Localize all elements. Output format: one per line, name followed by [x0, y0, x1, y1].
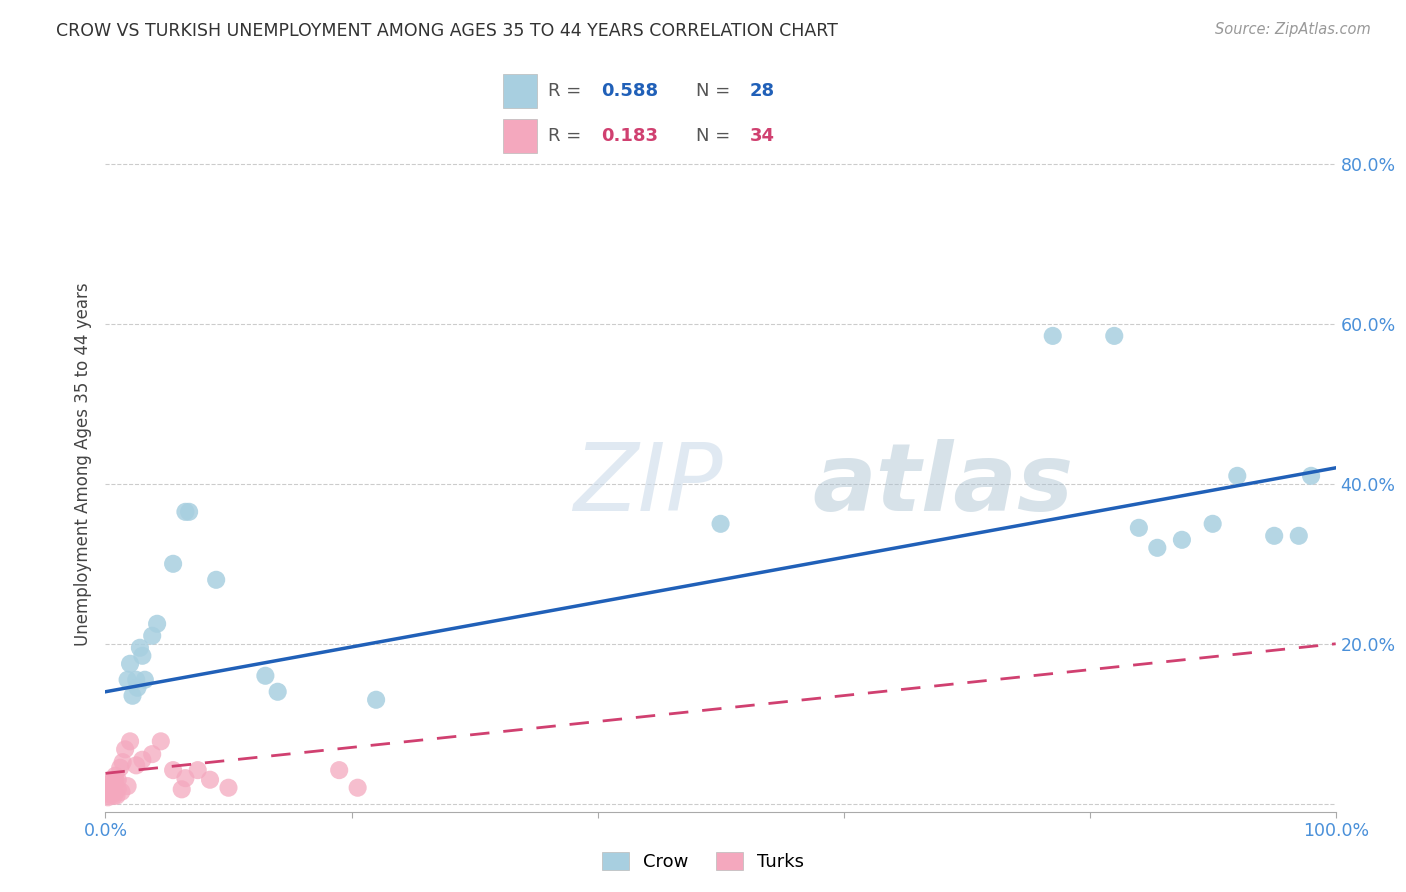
Point	[170, 782, 193, 797]
Point	[98, 785, 122, 799]
Point	[110, 785, 132, 799]
Point	[141, 747, 163, 761]
Point	[125, 758, 148, 772]
Point	[1128, 521, 1150, 535]
Point	[366, 692, 388, 706]
Text: N =: N =	[696, 128, 731, 145]
Point	[174, 771, 197, 785]
Text: Source: ZipAtlas.com: Source: ZipAtlas.com	[1215, 22, 1371, 37]
Point	[110, 761, 132, 775]
Point	[125, 673, 148, 687]
Point	[100, 782, 122, 797]
Point	[101, 772, 124, 787]
Point	[1042, 329, 1064, 343]
Point	[104, 769, 127, 783]
Point	[131, 753, 153, 767]
Point	[105, 789, 128, 803]
Point	[97, 790, 120, 805]
Text: R =: R =	[547, 128, 581, 145]
Point	[107, 782, 129, 797]
Point	[134, 673, 156, 687]
Point	[328, 763, 350, 777]
Point	[129, 640, 152, 655]
Text: atlas: atlas	[813, 439, 1074, 531]
Point	[127, 681, 149, 695]
Bar	[503, 120, 537, 153]
Point	[1301, 468, 1323, 483]
Point	[104, 774, 127, 789]
Point	[146, 616, 169, 631]
Point	[162, 763, 184, 777]
Point	[187, 763, 209, 777]
Point	[131, 648, 153, 663]
Point	[1226, 468, 1249, 483]
Point	[1263, 529, 1285, 543]
Point	[267, 685, 290, 699]
Point	[149, 734, 172, 748]
Point	[174, 505, 197, 519]
Text: 0.183: 0.183	[602, 128, 658, 145]
Point	[1171, 533, 1194, 547]
Point	[117, 673, 139, 687]
Point	[121, 689, 143, 703]
Text: 34: 34	[751, 128, 775, 145]
Point	[111, 755, 134, 769]
Point	[198, 772, 221, 787]
Point	[100, 775, 122, 789]
Y-axis label: Unemployment Among Ages 35 to 44 years: Unemployment Among Ages 35 to 44 years	[73, 282, 91, 646]
Point	[1288, 529, 1310, 543]
Point	[120, 657, 141, 671]
Text: ZIP: ZIP	[574, 439, 723, 530]
Text: N =: N =	[696, 82, 731, 100]
Point	[346, 780, 368, 795]
Point	[117, 779, 139, 793]
Point	[162, 557, 184, 571]
Text: CROW VS TURKISH UNEMPLOYMENT AMONG AGES 35 TO 44 YEARS CORRELATION CHART: CROW VS TURKISH UNEMPLOYMENT AMONG AGES …	[56, 22, 838, 40]
Point	[114, 742, 136, 756]
Text: 0.588: 0.588	[602, 82, 658, 100]
Point	[107, 772, 129, 787]
Point	[218, 780, 240, 795]
Point	[179, 505, 201, 519]
Point	[205, 573, 228, 587]
Point	[98, 787, 121, 801]
Point	[98, 789, 121, 803]
Point	[1102, 329, 1125, 343]
Legend: Crow, Turks: Crow, Turks	[595, 845, 811, 879]
Point	[254, 669, 277, 683]
Point	[101, 787, 124, 801]
Point	[100, 779, 122, 793]
Text: 28: 28	[751, 82, 775, 100]
Point	[1146, 541, 1168, 555]
Point	[141, 629, 163, 643]
Bar	[503, 74, 537, 108]
Point	[120, 734, 141, 748]
Point	[1202, 516, 1225, 531]
Text: R =: R =	[547, 82, 581, 100]
Point	[103, 789, 125, 803]
Point	[710, 516, 733, 531]
Point	[98, 782, 122, 797]
